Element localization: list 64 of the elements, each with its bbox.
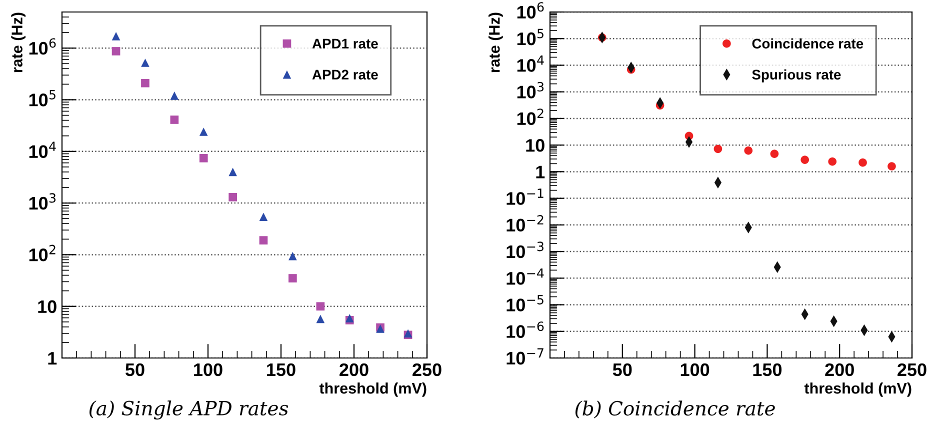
point bbox=[199, 128, 208, 136]
x-tick-label: 100 bbox=[194, 363, 222, 376]
legend-label: APD2 rate bbox=[312, 70, 378, 80]
point bbox=[888, 162, 896, 170]
point bbox=[714, 144, 722, 154]
point bbox=[316, 314, 325, 324]
point bbox=[141, 58, 150, 67]
legend-label: Coincidence rate bbox=[752, 38, 864, 49]
x-tick-label: 150 bbox=[753, 363, 782, 376]
y-tick-label: 10 bbox=[38, 300, 56, 314]
point bbox=[800, 156, 810, 164]
y-tick-label: 10$^{−1}$ bbox=[506, 188, 544, 205]
point bbox=[770, 150, 779, 158]
y-tick-label: 10$^{4}$ bbox=[29, 142, 56, 158]
y-tick-label: 10$^{5}$ bbox=[517, 28, 544, 46]
point bbox=[141, 78, 150, 88]
x-axis-title: threshold (mV) bbox=[319, 382, 426, 397]
x-tick-label: 200 bbox=[340, 363, 368, 376]
y-tick-label: 10$^{−4}$ bbox=[506, 268, 544, 285]
point bbox=[744, 146, 753, 155]
y-tick-label: 10$^{3}$ bbox=[517, 82, 544, 98]
y-tick-label: 10$^{5}$ bbox=[29, 90, 56, 106]
point bbox=[858, 158, 867, 167]
x-tick-label: 50 bbox=[612, 363, 632, 376]
x-tick-label: 200 bbox=[825, 363, 854, 376]
y-tick-label: 10$^{−6}$ bbox=[506, 321, 544, 338]
y-tick-label: 10 bbox=[526, 139, 544, 152]
y-tick-label: 10$^{3}$ bbox=[29, 193, 56, 210]
x-tick-label: 150 bbox=[267, 363, 296, 376]
point bbox=[316, 302, 325, 311]
point bbox=[112, 32, 120, 40]
point bbox=[170, 116, 179, 124]
y-tick-label: 10$^{−3}$ bbox=[506, 242, 544, 258]
y-tick-label: 10$^{6}$ bbox=[29, 38, 56, 55]
y-tick-label: 1 bbox=[48, 352, 57, 365]
point bbox=[170, 91, 179, 100]
legend-label: Spurious rate bbox=[752, 69, 841, 82]
y-tick-label: 10$^{2}$ bbox=[517, 108, 544, 126]
point bbox=[259, 236, 268, 244]
point bbox=[199, 154, 208, 162]
x-tick-label: 100 bbox=[680, 363, 710, 376]
y-tick-label: 10$^{4}$ bbox=[517, 56, 544, 72]
y-axis-title: rate (Hz) bbox=[11, 12, 26, 72]
point bbox=[228, 168, 237, 176]
point bbox=[828, 157, 837, 166]
y-tick-label: 1 bbox=[536, 166, 545, 178]
x-tick-label: 50 bbox=[126, 363, 144, 376]
y-tick-label: 10$^{6}$ bbox=[517, 2, 544, 19]
y-tick-label: 10$^{−2}$ bbox=[506, 215, 544, 232]
point bbox=[228, 193, 237, 202]
y-tick-label: 10$^{−5}$ bbox=[506, 295, 544, 312]
point bbox=[288, 252, 297, 260]
point bbox=[112, 47, 120, 56]
legend-label: APD1 rate bbox=[312, 38, 378, 49]
x-axis-title: threshold (mV) bbox=[804, 382, 912, 397]
text: (b) Coincidence rate bbox=[576, 400, 775, 418]
x-tick-label: 250 bbox=[412, 363, 442, 376]
text: (a) Single APD rates bbox=[90, 400, 288, 420]
point bbox=[259, 212, 268, 222]
y-axis-title: rate (Hz) bbox=[488, 12, 503, 72]
y-tick-label: 10$^{−7}$ bbox=[506, 348, 544, 365]
point bbox=[288, 274, 297, 282]
x-tick-label: 250 bbox=[898, 363, 926, 376]
y-tick-label: 10$^{2}$ bbox=[29, 244, 56, 262]
